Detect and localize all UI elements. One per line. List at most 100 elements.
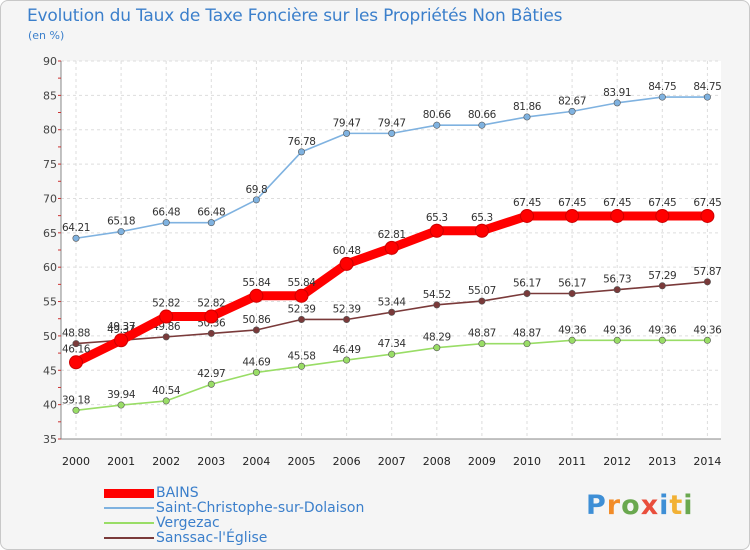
legend-label: Vergezac bbox=[156, 515, 220, 531]
legend-label: Sanssac-l'Église bbox=[156, 530, 268, 546]
data-point-saint-christophe-sur-dolaison bbox=[117, 228, 125, 236]
y-tick-label: 85 bbox=[43, 89, 57, 102]
data-label-bains: 55.84 bbox=[242, 277, 271, 289]
data-point-sanssac-l-eglise bbox=[523, 290, 531, 298]
data-point-vergezac bbox=[162, 397, 170, 405]
data-point-sanssac-l-eglise bbox=[207, 329, 215, 337]
data-point-saint-christophe-sur-dolaison bbox=[433, 121, 441, 129]
data-label-bains: 65.3 bbox=[471, 212, 493, 224]
data-label-sanssac-l-eglise: 57.87 bbox=[693, 266, 721, 278]
data-point-vergezac bbox=[388, 350, 396, 358]
data-label-saint-christophe-sur-dolaison: 81.86 bbox=[513, 101, 542, 113]
y-tick-label: 50 bbox=[43, 330, 57, 343]
data-point-sanssac-l-eglise bbox=[703, 278, 711, 286]
data-point-saint-christophe-sur-dolaison bbox=[478, 121, 486, 129]
data-label-saint-christophe-sur-dolaison: 82.67 bbox=[558, 95, 586, 107]
data-label-saint-christophe-sur-dolaison: 66.48 bbox=[152, 207, 180, 219]
x-tick-label: 2004 bbox=[242, 455, 270, 468]
data-label-sanssac-l-eglise: 56.73 bbox=[603, 274, 631, 286]
data-point-sanssac-l-eglise bbox=[613, 286, 621, 294]
data-point-bains bbox=[294, 288, 309, 303]
data-point-bains bbox=[474, 223, 489, 238]
x-tick-label: 2006 bbox=[333, 455, 361, 468]
data-point-bains bbox=[655, 208, 670, 223]
data-label-sanssac-l-eglise: 56.17 bbox=[513, 278, 541, 290]
data-point-bains bbox=[520, 208, 534, 223]
data-point-vergezac bbox=[523, 340, 531, 348]
logo-letter: P bbox=[586, 490, 607, 521]
data-label-vergezac: 47.34 bbox=[378, 338, 407, 350]
data-label-sanssac-l-eglise: 53.44 bbox=[378, 296, 407, 308]
data-point-bains bbox=[204, 309, 219, 324]
data-point-sanssac-l-eglise bbox=[72, 340, 80, 348]
data-point-saint-christophe-sur-dolaison bbox=[703, 93, 711, 101]
data-point-vergezac bbox=[568, 336, 576, 344]
x-tick-label: 2007 bbox=[378, 455, 406, 468]
data-point-sanssac-l-eglise bbox=[388, 308, 396, 316]
data-label-bains: 67.45 bbox=[648, 197, 676, 209]
data-point-sanssac-l-eglise bbox=[343, 315, 351, 323]
y-axis-unit-label: (en %) bbox=[28, 29, 65, 42]
y-tick-label: 75 bbox=[43, 158, 57, 171]
x-tick-label: 2005 bbox=[288, 455, 316, 468]
data-point-sanssac-l-eglise bbox=[252, 326, 260, 334]
data-point-bains bbox=[565, 208, 580, 223]
data-point-vergezac bbox=[478, 340, 486, 348]
data-label-vergezac: 39.94 bbox=[107, 389, 136, 401]
data-point-vergezac bbox=[613, 336, 621, 344]
data-label-sanssac-l-eglise: 57.29 bbox=[648, 270, 676, 282]
data-label-bains: 67.45 bbox=[603, 197, 631, 209]
x-tick-label: 2013 bbox=[648, 455, 676, 468]
logo-letter: x bbox=[640, 490, 660, 521]
data-point-bains bbox=[339, 256, 354, 271]
data-label-bains: 67.45 bbox=[693, 197, 721, 209]
data-label-sanssac-l-eglise: 48.88 bbox=[62, 328, 90, 340]
x-tick-label: 2009 bbox=[468, 455, 496, 468]
data-label-vergezac: 39.18 bbox=[62, 394, 90, 406]
data-label-saint-christophe-sur-dolaison: 84.75 bbox=[693, 81, 721, 93]
data-point-saint-christophe-sur-dolaison bbox=[613, 99, 621, 107]
x-tick-label: 2002 bbox=[152, 455, 180, 468]
data-label-sanssac-l-eglise: 50.86 bbox=[242, 314, 271, 326]
y-tick-label: 60 bbox=[43, 261, 57, 274]
y-tick-label: 80 bbox=[43, 124, 57, 137]
data-label-saint-christophe-sur-dolaison: 83.91 bbox=[603, 87, 631, 99]
data-point-vergezac bbox=[658, 336, 666, 344]
data-point-vergezac bbox=[703, 336, 711, 344]
y-tick-label: 65 bbox=[43, 227, 57, 240]
data-point-vergezac bbox=[207, 380, 215, 388]
legend-swatch bbox=[104, 507, 154, 509]
legend-item: Sanssac-l'Église bbox=[104, 530, 267, 546]
data-label-bains: 65.3 bbox=[426, 212, 448, 224]
data-point-bains bbox=[429, 223, 444, 238]
data-label-sanssac-l-eglise: 56.17 bbox=[558, 278, 586, 290]
data-point-sanssac-l-eglise bbox=[478, 297, 486, 305]
data-point-bains bbox=[114, 333, 129, 348]
data-label-vergezac: 40.54 bbox=[152, 385, 181, 397]
data-label-vergezac: 48.87 bbox=[468, 328, 496, 340]
data-label-sanssac-l-eglise: 55.07 bbox=[468, 285, 496, 297]
x-tick-label: 2012 bbox=[603, 455, 631, 468]
legend-label: BAINS bbox=[156, 485, 199, 501]
x-tick-label: 2014 bbox=[693, 455, 721, 468]
data-point-saint-christophe-sur-dolaison bbox=[162, 219, 170, 227]
data-point-sanssac-l-eglise bbox=[297, 315, 305, 323]
data-label-saint-christophe-sur-dolaison: 69.8 bbox=[246, 184, 268, 196]
data-label-saint-christophe-sur-dolaison: 79.47 bbox=[333, 117, 361, 129]
data-label-bains: 46.16 bbox=[62, 343, 91, 355]
data-point-saint-christophe-sur-dolaison bbox=[297, 148, 305, 156]
data-label-saint-christophe-sur-dolaison: 65.18 bbox=[107, 216, 135, 228]
data-point-sanssac-l-eglise bbox=[162, 333, 170, 341]
data-label-bains: 52.82 bbox=[152, 298, 180, 310]
data-point-sanssac-l-eglise bbox=[433, 301, 441, 309]
data-point-vergezac bbox=[252, 368, 260, 376]
data-point-vergezac bbox=[433, 344, 441, 352]
data-label-saint-christophe-sur-dolaison: 66.48 bbox=[197, 207, 225, 219]
legend-item: BAINS bbox=[104, 485, 199, 501]
data-label-vergezac: 45.58 bbox=[287, 350, 315, 362]
data-point-bains bbox=[249, 288, 264, 303]
x-tick-label: 2011 bbox=[558, 455, 586, 468]
data-label-bains: 52.82 bbox=[197, 298, 225, 310]
data-point-bains bbox=[159, 309, 174, 324]
